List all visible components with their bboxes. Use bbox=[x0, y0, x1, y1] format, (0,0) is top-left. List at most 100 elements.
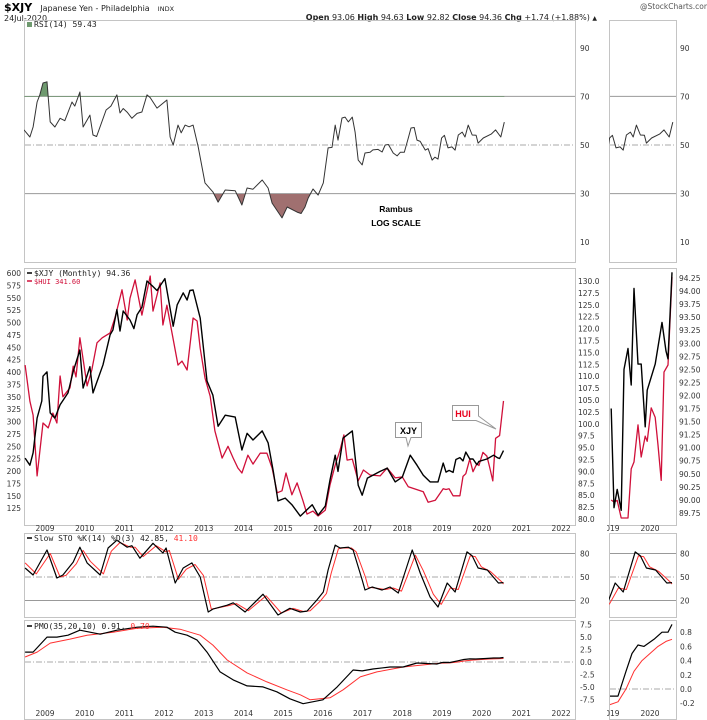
xjy-zoom-tick-label: 94.25 bbox=[679, 274, 701, 283]
pmo-legend: PMO(35,20,10) 0.91, 0.70 bbox=[27, 622, 150, 631]
xjy-zoom-tick-label: 92.50 bbox=[679, 365, 701, 374]
xjy-zoom-tick-label: 89.75 bbox=[679, 509, 701, 518]
sto-tick-label: 20 bbox=[580, 596, 590, 605]
rsi-value: 59.43 bbox=[73, 20, 97, 29]
pmo-tick-label: -2.5 bbox=[580, 670, 595, 679]
xjy-tick-label: 97.5 bbox=[578, 432, 595, 441]
close-value: 94.36 bbox=[479, 13, 502, 22]
hui-tick-label: 500 bbox=[7, 319, 22, 328]
rsi-legend-icon bbox=[27, 22, 32, 27]
rsi-zoom-frame bbox=[609, 20, 677, 263]
x-axis-label-bottom: 2014 bbox=[234, 709, 253, 718]
svg-text:RSI(14) 59.43: RSI(14) 59.43 bbox=[34, 20, 97, 29]
rsi-overbought-fill-group bbox=[24, 81, 505, 97]
zoom-x-axis-label: 2020 bbox=[640, 524, 659, 533]
x-axis-label: 2014 bbox=[234, 524, 253, 533]
xjy-legend-name: $XJY (Monthly) bbox=[34, 269, 101, 278]
xjy-zoom-tick-label: 93.25 bbox=[679, 326, 701, 335]
low-label: Low bbox=[406, 13, 425, 22]
x-axis-label-bottom: 2016 bbox=[313, 709, 332, 718]
sto-zoom-frame bbox=[609, 533, 677, 618]
pmo-tick-label: 2.5 bbox=[580, 646, 592, 655]
hui-tick-label: 225 bbox=[7, 455, 22, 464]
x-axis-label-bottom: 2011 bbox=[115, 709, 134, 718]
xjy-tick-label: 102.5 bbox=[578, 408, 600, 417]
hui-legend-name: $HUI bbox=[34, 278, 51, 286]
pmo-zoom-tick-label: 0.4 bbox=[680, 657, 692, 666]
xjy-zoom-tick-label: 91.75 bbox=[679, 405, 701, 414]
hui-tick-label: 325 bbox=[7, 405, 22, 414]
up-arrow-icon: ▲ bbox=[592, 15, 597, 22]
x-axis-label: 2018 bbox=[393, 524, 412, 533]
hui-legend-value: 341.60 bbox=[55, 278, 80, 286]
pmo-panel-frame bbox=[24, 620, 576, 720]
hui-tick-label: 250 bbox=[7, 442, 22, 451]
sto-label: Slow STO %K(14) %D(3) bbox=[34, 534, 135, 543]
x-axis-label-bottom: 2015 bbox=[274, 709, 293, 718]
callout-xjy: XJY bbox=[395, 422, 422, 448]
x-axis-label-bottom: 2012 bbox=[155, 709, 174, 718]
x-axis-label: 2013 bbox=[194, 524, 213, 533]
pmo-signal-zoom-line bbox=[609, 638, 673, 706]
hui-zoom-line bbox=[610, 276, 673, 519]
xjy-zoom-tick-label: 90.50 bbox=[679, 470, 701, 479]
pmo-label: PMO(35,20,10) bbox=[34, 622, 97, 631]
sto-zoom-tick-label: 80 bbox=[680, 550, 690, 559]
xjy-zoom-tick-label: 93.50 bbox=[679, 313, 701, 322]
xjy-tick-label: 85.0 bbox=[578, 491, 595, 500]
hui-tick-label: 375 bbox=[7, 380, 22, 389]
sto-tick-label: 50 bbox=[580, 573, 590, 582]
xjy-tick-label: 100.0 bbox=[578, 420, 600, 429]
exchange: INDX bbox=[158, 5, 175, 13]
pmo-zoom-tick-label: 0.6 bbox=[680, 642, 692, 651]
sto-panel-frame bbox=[24, 533, 576, 618]
rsi-overbought-fill bbox=[24, 81, 505, 97]
chart-date: 24Jul-2020 bbox=[4, 14, 47, 23]
xjy-zoom-tick-label: 90.00 bbox=[679, 496, 701, 505]
pmo-zoom-tick-label: 0.2 bbox=[680, 671, 692, 680]
xjy-line bbox=[24, 277, 505, 517]
pmo-tick-label: -5.0 bbox=[580, 683, 595, 692]
xjy-tick-label: 112.5 bbox=[578, 360, 600, 369]
xjy-tick-label: 120.0 bbox=[578, 325, 600, 334]
xjy-tick-label: 110.0 bbox=[578, 372, 600, 381]
rsi-oversold-fill bbox=[213, 194, 319, 218]
hui-tick-label: 525 bbox=[7, 306, 22, 315]
x-axis-label: 2019 bbox=[432, 524, 451, 533]
hui-tick-label: 400 bbox=[7, 368, 22, 377]
pmo-tick-label: 0.0 bbox=[580, 658, 592, 667]
xjy-zoom-line bbox=[610, 272, 673, 511]
xjy-zoom-tick-label: 92.25 bbox=[679, 378, 701, 387]
xjy-zoom-tick-label: 93.00 bbox=[679, 339, 701, 348]
hui-line bbox=[24, 275, 505, 517]
xjy-zoom-tick-label: 94.00 bbox=[679, 287, 701, 296]
xjy-tick-label: 80.0 bbox=[578, 515, 595, 524]
hui-tick-label: 450 bbox=[7, 343, 22, 352]
rsi-label: RSI(14) bbox=[34, 20, 68, 29]
svg-text:Slow STO %K(14) %D(3) 42.85, 4: Slow STO %K(14) %D(3) 42.85, 41.10 bbox=[34, 534, 198, 543]
hui-tick-label: 125 bbox=[7, 504, 22, 513]
price-legend: $XJY (Monthly) 94.36 $HUI 341.60 bbox=[27, 269, 131, 286]
hui-tick-label: 550 bbox=[7, 294, 22, 303]
callout-xjy-text: XJY bbox=[400, 426, 417, 436]
zoom-x-axis-label: 2019 bbox=[600, 524, 619, 533]
hui-tick-label: 275 bbox=[7, 430, 22, 439]
xjy-legend-value: 94.36 bbox=[106, 269, 130, 278]
hui-tick-label: 600 bbox=[7, 269, 22, 278]
xjy-tick-label: 92.5 bbox=[578, 456, 595, 465]
pmo-zoom-tick-label: 0.0 bbox=[680, 685, 692, 694]
xjy-tick-label: 117.5 bbox=[578, 337, 600, 346]
x-axis-label: 2020 bbox=[472, 524, 491, 533]
sto-tick-label: 80 bbox=[580, 550, 590, 559]
chart-title: $XJY Japanese Yen - Philadelphia INDX bbox=[4, 0, 175, 15]
xjy-zoom-tick-label: 91.00 bbox=[679, 444, 701, 453]
x-axis-label: 2016 bbox=[313, 524, 332, 533]
svg-text:$XJY (Monthly) 94.36: $XJY (Monthly) 94.36 bbox=[34, 269, 131, 278]
panel-frames bbox=[24, 20, 677, 720]
x-axis-label: 2022 bbox=[552, 524, 571, 533]
hui-tick-label: 175 bbox=[7, 479, 22, 488]
pmo-signal-value: 0.70 bbox=[130, 622, 149, 631]
callout-hui: HUI bbox=[452, 405, 497, 430]
sto-d-value: 41.10 bbox=[174, 534, 198, 543]
